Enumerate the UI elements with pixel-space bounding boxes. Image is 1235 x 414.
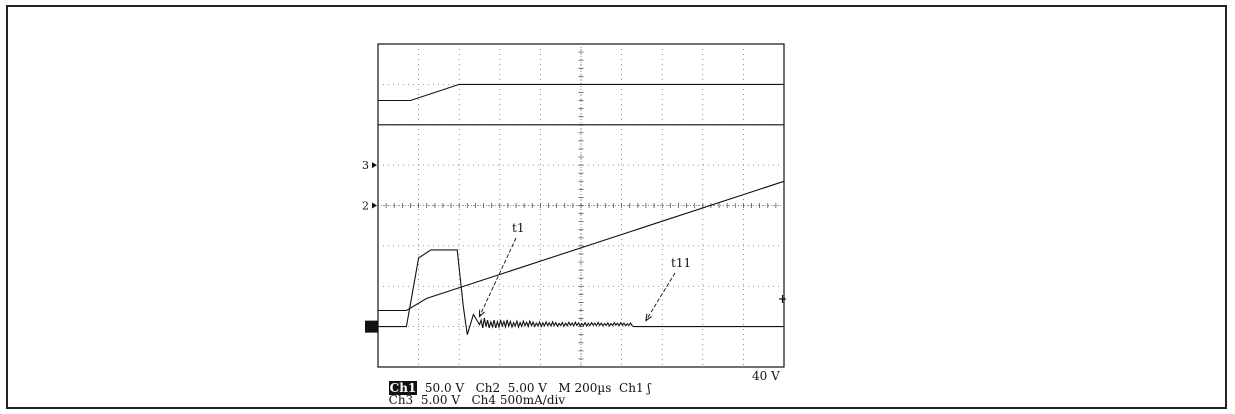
channel-marker-label: 3 — [362, 159, 369, 172]
annotation-arrowhead — [478, 309, 485, 318]
annotation-leader — [645, 272, 676, 321]
channel-marker-box — [365, 320, 378, 333]
scope-footer-row2: Ch3 5.00 V Ch4 500mA/div — [381, 382, 566, 407]
annotation-label: t11 — [671, 256, 691, 270]
scope-footer-row1: Ch1 50.0 V Ch2 5.00 V M 200µs Ch1 ʃ — [381, 370, 651, 395]
ch3-label: Ch3 — [388, 393, 414, 407]
channel-marker-label: 1 — [368, 321, 375, 334]
grid — [378, 44, 784, 367]
ch4-label: Ch4 — [471, 393, 497, 407]
trigger-level: 40 V — [752, 369, 780, 383]
channel-marker-arrow — [372, 162, 377, 169]
ch1-scale: 50.0 V — [424, 381, 465, 395]
annotation-leader — [479, 237, 517, 317]
traces — [378, 83, 785, 335]
mode-label: M — [558, 381, 571, 395]
annotations: t1 t11 — [478, 221, 691, 322]
ch3-scale: 5.00 V — [420, 393, 461, 407]
channel-marker-arrow — [372, 202, 377, 209]
annotation-label: t1 — [512, 221, 524, 235]
trigger-marker — [779, 295, 786, 303]
annotation-arrowhead — [645, 313, 652, 322]
ch2-scale: 5.00 V — [507, 381, 547, 395]
ch1-label: Ch1 — [388, 381, 418, 395]
timebase: 200µs — [574, 381, 612, 395]
trigger-channel: Ch1 — [619, 381, 644, 395]
ch2-label: Ch2 — [475, 381, 501, 395]
channel-markers: 3 2 1 — [362, 159, 378, 334]
channel-marker-label: 2 — [362, 200, 369, 213]
figure-frame — [6, 5, 1227, 409]
ch4-scale: 500mA/div — [499, 393, 566, 407]
trigger-slope: ʃ — [647, 381, 651, 395]
trace-ch2 — [378, 180, 785, 312]
trace-ch1 — [378, 83, 784, 102]
trace-ch3 — [378, 249, 784, 335]
